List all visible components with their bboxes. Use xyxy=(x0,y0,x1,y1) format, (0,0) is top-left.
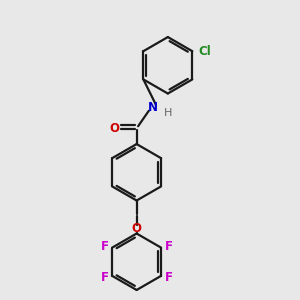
Text: F: F xyxy=(164,271,172,284)
Text: Cl: Cl xyxy=(199,45,211,58)
Text: H: H xyxy=(164,108,172,118)
Text: O: O xyxy=(132,222,142,235)
Text: F: F xyxy=(101,271,109,284)
Text: N: N xyxy=(147,101,158,114)
Text: O: O xyxy=(109,122,119,135)
Text: F: F xyxy=(101,240,109,253)
Text: F: F xyxy=(164,240,172,253)
